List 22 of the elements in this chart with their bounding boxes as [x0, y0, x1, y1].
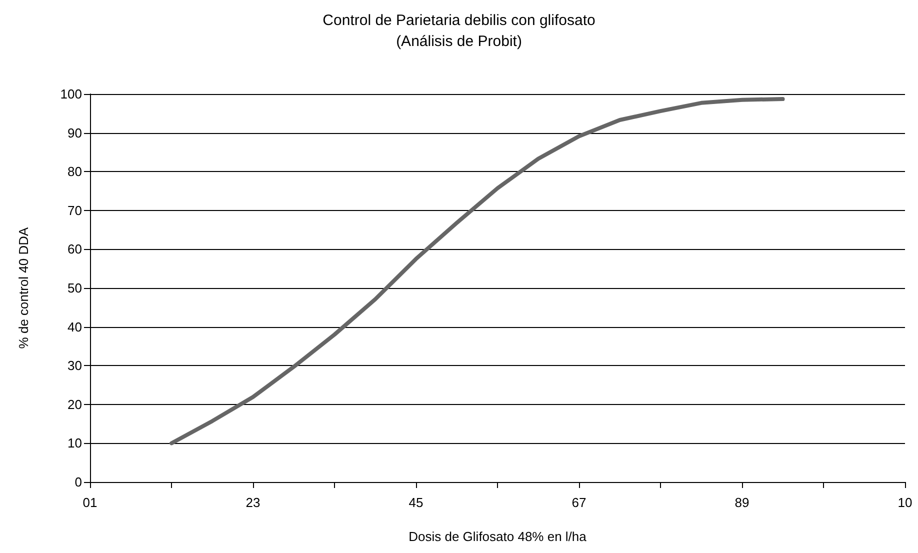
y-tick-label: 100: [60, 86, 82, 102]
x-tick-label: 45: [408, 495, 424, 510]
y-tick-label: 10: [68, 436, 82, 451]
y-tick-label: 90: [68, 125, 82, 140]
y-tick-label: 80: [68, 164, 82, 180]
y-tick-label: 70: [68, 202, 82, 218]
y-tick-label: 40: [68, 319, 82, 334]
y-tick-label: 50: [68, 280, 82, 296]
y-tick-label: 20: [68, 396, 82, 412]
x-tick-label: 89: [734, 495, 750, 510]
chart-title: Control de Parietaria debilis con glifosato: [322, 12, 596, 29]
y-axis-title: % de control 40 DDA: [16, 226, 31, 349]
y-tick-label: 0: [74, 474, 82, 490]
chart-subtitle: (Análisis de Probit): [396, 33, 522, 50]
x-tick-label: 01: [82, 495, 98, 510]
x-tick-label: 67: [572, 495, 586, 510]
y-tick-label: 30: [68, 358, 82, 374]
x-axis-title: Dosis de Glifosato 48% en l/ha: [408, 529, 588, 544]
x-tick-label: 10: [898, 495, 912, 510]
line-series: [170, 97, 785, 446]
y-tick-label: 60: [68, 242, 82, 257]
x-tick-label: 23: [246, 495, 260, 510]
